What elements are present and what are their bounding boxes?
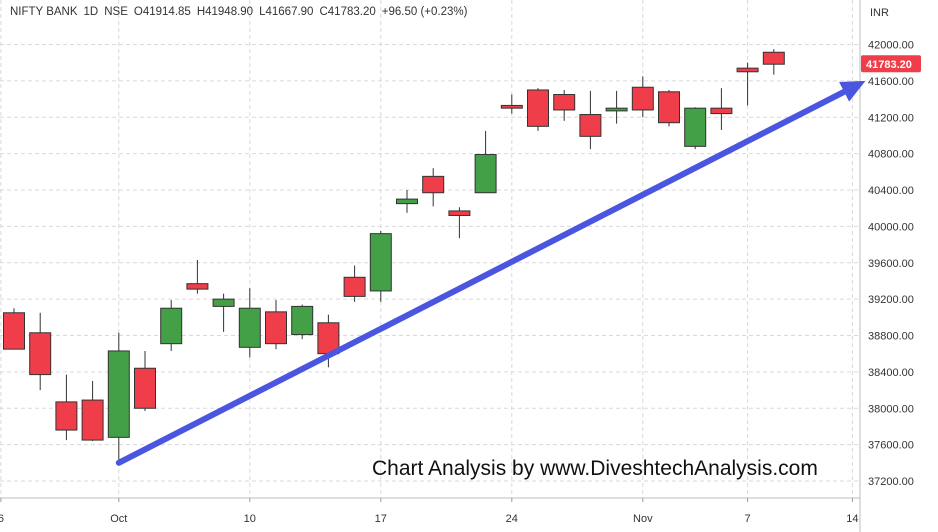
candle-body (736, 67, 759, 73)
x-tick-label: 7 (745, 513, 751, 525)
candle-body (474, 154, 497, 194)
candle (212, 293, 235, 332)
candle-body (134, 367, 156, 409)
candle-body (500, 104, 523, 109)
high-value: H41948.90 (196, 6, 254, 18)
candle (474, 130, 497, 194)
change-value: +96.50 (+0.23%) (381, 6, 468, 18)
candle-body (631, 86, 654, 111)
candle (736, 62, 759, 106)
y-tick-label: 39200.00 (868, 294, 914, 306)
candle (396, 190, 418, 213)
candle (107, 332, 130, 461)
candle (579, 90, 602, 150)
candle-body (422, 175, 445, 194)
candle (186, 260, 209, 294)
candle-body (343, 276, 366, 297)
y-tick-label: 38400.00 (868, 367, 914, 379)
candle-body (29, 332, 52, 376)
y-tick-label: 38000.00 (868, 403, 914, 415)
y-tick-label: 42000.00 (868, 40, 914, 52)
candle (265, 300, 287, 350)
candle (134, 350, 156, 411)
candle (658, 89, 680, 127)
trend-arrow-shaft (115, 88, 848, 466)
candle (29, 312, 52, 391)
candle-body (579, 114, 602, 137)
candle-body (527, 89, 549, 127)
candle (631, 76, 654, 118)
candle-body (160, 307, 183, 345)
symbol-name: NIFTY BANK (10, 6, 78, 18)
exchange: NSE (104, 6, 128, 18)
last-price-marker (861, 55, 921, 73)
candle (343, 265, 366, 302)
candle-body (3, 312, 25, 350)
symbol-header: NIFTY BANK 1D NSE O41914.85 H41948.90 L41667.… (10, 6, 473, 18)
candle-body (762, 51, 785, 65)
x-tick-label: 14 (846, 513, 858, 525)
candle-body (55, 401, 78, 431)
candle (422, 168, 445, 207)
y-tick-label: 39600.00 (868, 258, 914, 270)
x-tick-label: Nov (633, 513, 653, 525)
candle-body (396, 198, 418, 205)
candle-body (448, 210, 471, 216)
watermark-text: Chart Analysis by www.DiveshtechAnalysis… (372, 457, 818, 480)
candle (684, 107, 707, 150)
candle (238, 288, 261, 358)
x-tick-label: 10 (244, 513, 256, 525)
candle-body (81, 399, 104, 441)
candle (553, 89, 576, 121)
candle-body (658, 91, 680, 124)
timeframe: 1D (83, 6, 99, 18)
candle (710, 88, 733, 130)
candle-body (212, 298, 235, 307)
candle (55, 374, 78, 441)
candle-body (186, 283, 209, 290)
candle (762, 49, 785, 75)
currency-label: INR (870, 7, 889, 19)
y-tick-label: 37200.00 (868, 476, 914, 488)
candle-body (710, 107, 733, 115)
y-tick-label: 38800.00 (868, 331, 914, 343)
candle (500, 94, 523, 114)
candle (81, 380, 104, 441)
x-tick-label: 17 (375, 513, 387, 525)
candle-body (291, 305, 314, 336)
candle (527, 88, 549, 131)
candle-body (107, 350, 130, 438)
candle-body (553, 94, 576, 111)
candle (448, 207, 471, 239)
low-value: L41667.90 (259, 6, 314, 18)
y-tick-label: 41200.00 (868, 112, 914, 124)
candle (317, 314, 340, 368)
candle-body (265, 311, 287, 345)
last-price-label: 41783.20 (866, 59, 912, 71)
candle (291, 304, 314, 340)
candle (369, 230, 392, 302)
x-tick-label: Oct (110, 513, 127, 525)
y-tick-label: 40800.00 (868, 149, 914, 161)
y-tick-label: 40000.00 (868, 221, 914, 233)
close-value: C41783.20 (319, 6, 376, 18)
y-tick-label: 37600.00 (868, 440, 914, 452)
x-tick-label: 6 (0, 513, 4, 525)
candle (605, 90, 628, 124)
candle-body (238, 307, 261, 348)
y-tick-label: 40400.00 (868, 185, 914, 197)
trend-arrow-head (839, 80, 866, 102)
y-tick-label: 41600.00 (868, 76, 914, 88)
candle (160, 300, 183, 351)
x-tick-label: 24 (506, 513, 518, 525)
candle-body (605, 107, 628, 112)
candle (3, 308, 25, 350)
candle-body (369, 233, 392, 292)
open-value: O41914.85 (133, 6, 191, 18)
candle-body (684, 107, 707, 147)
